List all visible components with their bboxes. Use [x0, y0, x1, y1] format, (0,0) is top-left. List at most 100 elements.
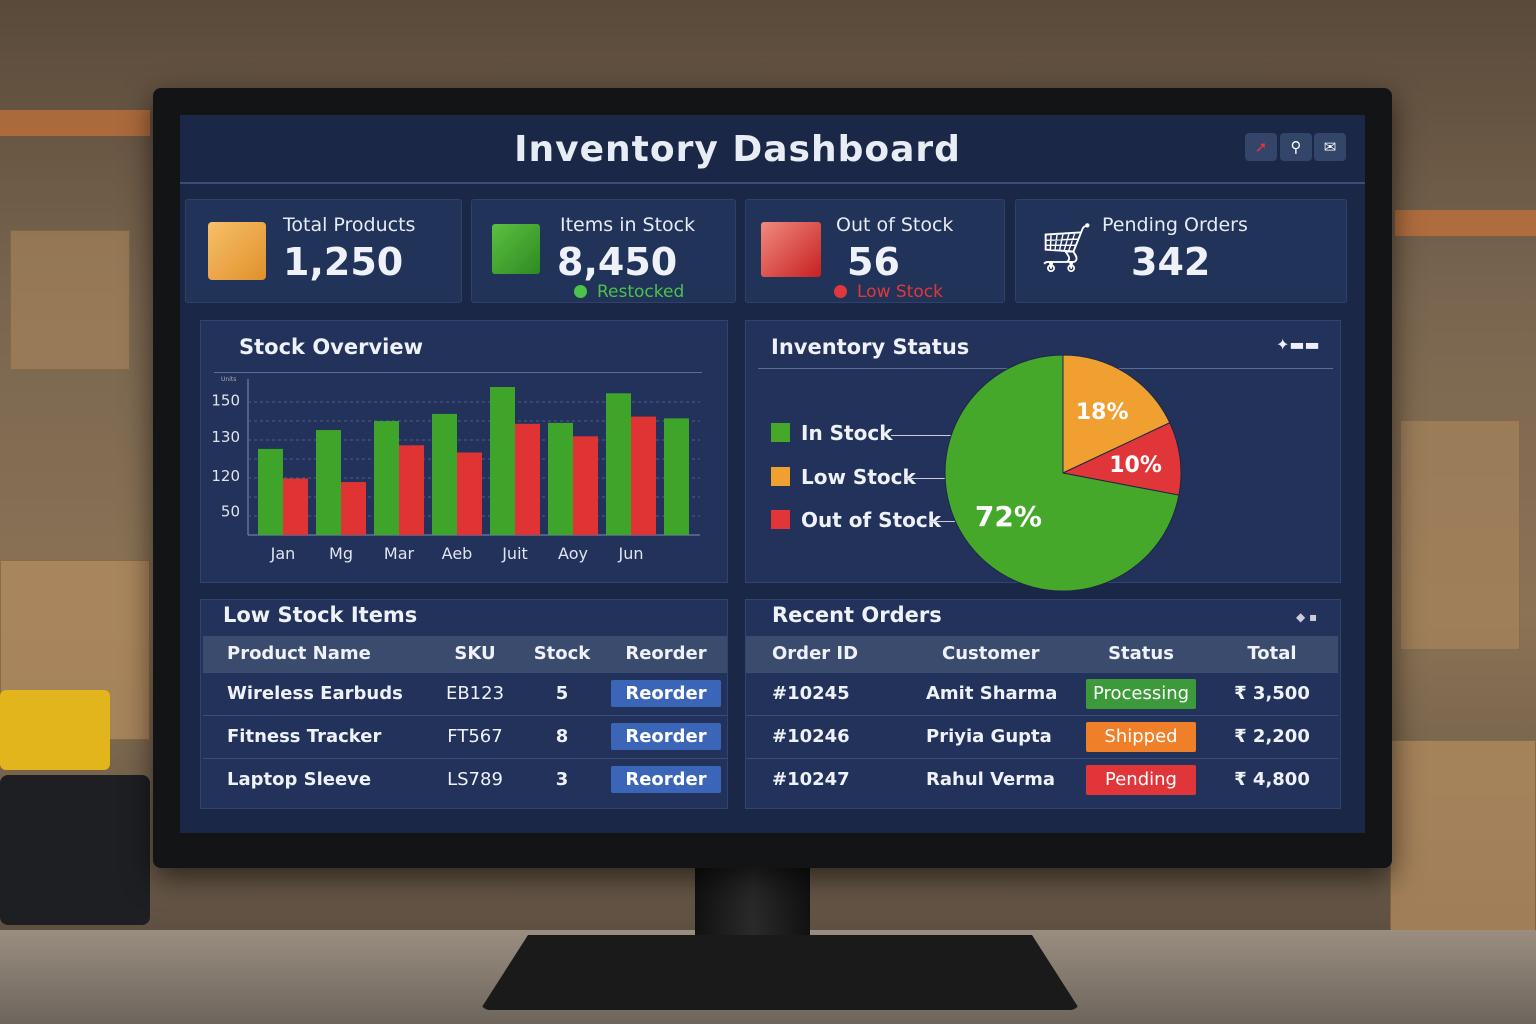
alert-arrow-icon[interactable]: ➚ [1245, 133, 1277, 161]
bar-in-stock [664, 418, 689, 535]
legend-in-stock: In Stock [771, 421, 893, 445]
kpi-items-in-stock: Items in Stock 8,450 Restocked [471, 199, 736, 303]
kpi-label: Total Products [283, 214, 416, 236]
bar-out-of-stock [573, 436, 598, 535]
legend-out-of-stock: Out of Stock [771, 508, 941, 532]
kpi-label: Out of Stock [836, 214, 954, 236]
y-tick-label: 150 [211, 391, 240, 409]
table-row[interactable]: #10246 Priyia Gupta Shipped ₹ 2,200 [746, 714, 1338, 758]
table-row: Laptop Sleeve LS789 3 Reorder [203, 757, 727, 801]
order-total: ₹ 2,200 [1206, 714, 1338, 758]
kpi-label: Items in Stock [560, 214, 696, 236]
bar-out-of-stock [515, 423, 540, 535]
legend-label: In Stock [801, 421, 893, 445]
panel-title: Recent Orders [772, 603, 942, 627]
recent-orders-panel: Recent Orders ◆ ▪ Order ID Customer Stat… [745, 599, 1341, 809]
bar-in-stock [374, 421, 399, 535]
column-header: Order ID [746, 636, 906, 672]
bar-out-of-stock [631, 416, 656, 535]
bar-in-stock [432, 413, 457, 535]
status-badge: Shipped [1086, 721, 1196, 752]
recent-orders-table: Order ID Customer Status Total #10245 Am… [746, 636, 1338, 801]
kpi-status-text: Restocked [597, 282, 685, 302]
x-tick-label: Jun [618, 544, 644, 563]
kpi-status-text: Low Stock [857, 282, 943, 302]
panel-divider [214, 372, 702, 373]
kpi-value: 56 [847, 240, 900, 284]
customer-name: Rahul Verma [906, 757, 1076, 801]
x-tick-label: Mar [384, 544, 415, 563]
legend-label: Out of Stock [801, 508, 942, 532]
bar-out-of-stock [457, 452, 482, 535]
reorder-button[interactable]: Reorder [611, 766, 721, 794]
status-dot [834, 285, 847, 298]
bar-in-stock [316, 430, 341, 535]
x-tick-label: Juit [501, 544, 528, 563]
leader-line [904, 478, 959, 479]
legend-swatch [771, 423, 790, 442]
axis-unit-label: Units [221, 376, 237, 383]
stock-bar-chart: 150 130 120 50 Jan Mg Mar Aeb Juit Aoy Jun [211, 379, 700, 563]
column-header: Customer [906, 636, 1076, 672]
kpi-total-products: Total Products 1,250 [185, 199, 462, 303]
inventory-pie-chart: 18% 10% 72% [944, 354, 1182, 592]
bar-in-stock [606, 393, 631, 535]
order-id[interactable]: #10246 [746, 714, 906, 758]
green-box-icon [492, 224, 540, 274]
stock-count: 3 [519, 757, 605, 801]
sku: EB123 [431, 671, 519, 715]
leader-line [891, 435, 961, 436]
panel-controls-icon[interactable]: ◆ ▪ [1296, 610, 1318, 624]
product-name: Wireless Earbuds [203, 671, 431, 715]
kpi-status: Restocked [574, 282, 684, 302]
low-stock-table: Product Name SKU Stock Reorder Wireless … [203, 636, 727, 801]
kpi-out-of-stock: Out of Stock 56 Low Stock [745, 199, 1005, 303]
pie-slice-label: 18% [1076, 400, 1129, 425]
column-header: Product Name [203, 636, 431, 672]
order-total: ₹ 3,500 [1206, 671, 1338, 715]
reorder-button[interactable]: Reorder [611, 680, 721, 707]
table-row[interactable]: #10247 Rahul Verma Pending ₹ 4,800 [746, 757, 1338, 801]
kpi-value: 8,450 [557, 240, 678, 284]
low-stock-panel: Low Stock Items Product Name SKU Stock R… [200, 599, 728, 809]
stock-count: 8 [519, 714, 605, 758]
bar-in-stock [548, 422, 573, 535]
order-id[interactable]: #10245 [746, 671, 906, 715]
legend-label: Low Stock [801, 465, 916, 489]
legend-swatch [771, 510, 790, 529]
warehouse-shelf [0, 110, 150, 136]
pie-slice-out-of-stock [1061, 422, 1182, 496]
bar-in-stock [490, 387, 515, 535]
column-header: Status [1076, 636, 1206, 672]
red-box-icon [761, 222, 821, 277]
legend-swatch [771, 467, 790, 486]
customer-name: Amit Sharma [906, 671, 1076, 715]
column-header: Total [1206, 636, 1338, 672]
kpi-status: Low Stock [834, 282, 943, 302]
y-tick-label: 120 [211, 467, 240, 485]
pie-slice-low-stock [1062, 354, 1171, 474]
search-icon[interactable]: ⚲ [1280, 133, 1312, 161]
pie-slice-in-stock [944, 354, 1180, 592]
pie-slice-label: 72% [975, 500, 1042, 533]
x-tick-label: Jan [270, 544, 296, 563]
reorder-button[interactable]: Reorder [611, 723, 721, 750]
mail-icon[interactable]: ✉ [1314, 133, 1346, 161]
kpi-value: 1,250 [283, 240, 404, 284]
panel-title: Stock Overview [239, 335, 423, 359]
kpi-value: 342 [1131, 240, 1211, 284]
more-options-icon[interactable]: ✦▬▬ [1276, 335, 1320, 354]
sku: LS789 [431, 757, 519, 801]
x-tick-label: Aoy [558, 544, 588, 563]
table-header-row: Product Name SKU Stock Reorder [203, 636, 727, 672]
header-divider [180, 182, 1365, 184]
background-box [1390, 740, 1536, 940]
bar-out-of-stock [283, 478, 308, 535]
table-row[interactable]: #10245 Amit Sharma Processing ₹ 3,500 [746, 671, 1338, 715]
monitor-base [480, 935, 1080, 1010]
order-id[interactable]: #10247 [746, 757, 906, 801]
monitor-stand [695, 866, 810, 946]
label-printer [0, 775, 150, 925]
product-name: Laptop Sleeve [203, 757, 431, 801]
background-box [10, 230, 130, 370]
